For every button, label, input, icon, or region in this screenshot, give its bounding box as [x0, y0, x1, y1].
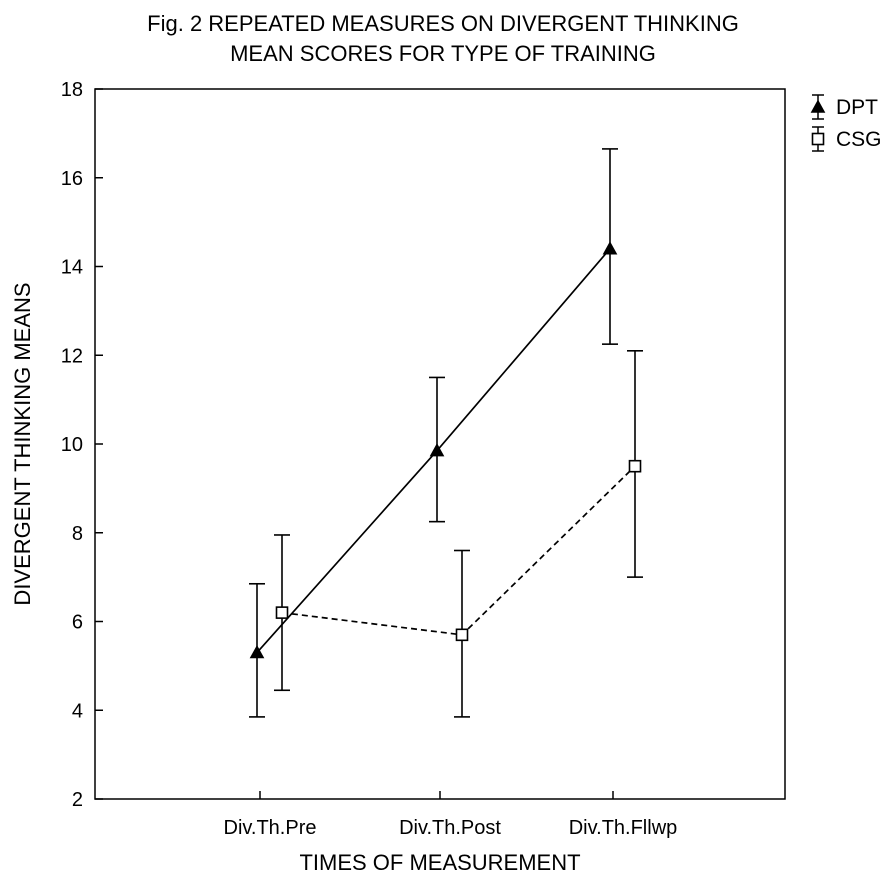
x-tick-label: Div.Th.Fllwp	[569, 817, 678, 839]
y-tick-label: 16	[61, 168, 83, 190]
data-point-csg	[275, 606, 289, 619]
x-axis: Div.Th.Pre Div.Th.Post Div.Th.Fllwp	[224, 791, 678, 839]
x-tick-label: Div.Th.Pre	[224, 817, 317, 839]
chart-title-line-2: MEAN SCORES FOR TYPE OF TRAINING	[230, 41, 656, 66]
data-point-csg	[455, 628, 469, 642]
legend-item-dpt: DPT	[810, 94, 878, 120]
y-tick-label: 18	[61, 79, 83, 101]
y-axis-label: DIVERGENT THINKING MEANS	[10, 282, 35, 605]
y-tick-label: 10	[61, 434, 83, 456]
data-point-dpt	[429, 443, 445, 457]
series-dpt	[249, 148, 618, 718]
y-tick-label: 12	[61, 345, 83, 367]
x-axis-label: TIMES OF MEASUREMENT	[299, 850, 580, 875]
legend-label: DPT	[836, 96, 878, 119]
y-axis: 2 4 6 8 10 12 14 16 18	[61, 79, 103, 811]
y-tick-label: 4	[72, 700, 83, 722]
y-tick-label: 6	[72, 612, 83, 634]
legend-marker-csg	[811, 132, 825, 146]
y-tick-label: 14	[61, 257, 83, 279]
data-point-csg	[628, 459, 642, 473]
chart-title-line-1: Fig. 2 REPEATED MEASURES ON DIVERGENT TH…	[147, 11, 739, 36]
y-tick-label: 2	[72, 789, 83, 811]
x-tick-label: Div.Th.Post	[399, 817, 501, 839]
legend-item-csg: CSG	[811, 126, 882, 152]
legend-marker-dpt	[810, 99, 826, 113]
chart-title: Fig. 2 REPEATED MEASURES ON DIVERGENT TH…	[147, 11, 739, 66]
series-csg	[274, 350, 643, 718]
y-tick-label: 8	[72, 523, 83, 545]
legend: DPT CSG	[810, 94, 882, 152]
data-point-dpt	[602, 241, 618, 255]
plot-frame	[94, 88, 786, 800]
data-point-dpt	[249, 645, 265, 659]
series-layer	[249, 148, 643, 718]
legend-label: CSG	[836, 128, 882, 151]
